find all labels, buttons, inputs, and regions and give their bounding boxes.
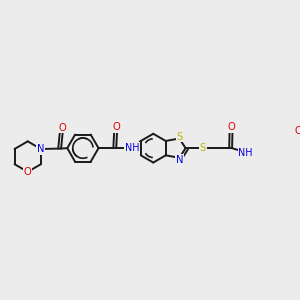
Text: S: S (200, 143, 206, 153)
Text: O: O (24, 167, 32, 177)
Text: O: O (295, 126, 300, 136)
Text: N: N (37, 144, 45, 154)
Text: NH: NH (125, 143, 140, 153)
Text: N: N (176, 155, 184, 165)
Text: O: O (58, 123, 66, 133)
Text: O: O (112, 122, 120, 132)
Text: S: S (177, 132, 183, 142)
Text: O: O (228, 122, 236, 132)
Text: NH: NH (238, 148, 253, 158)
